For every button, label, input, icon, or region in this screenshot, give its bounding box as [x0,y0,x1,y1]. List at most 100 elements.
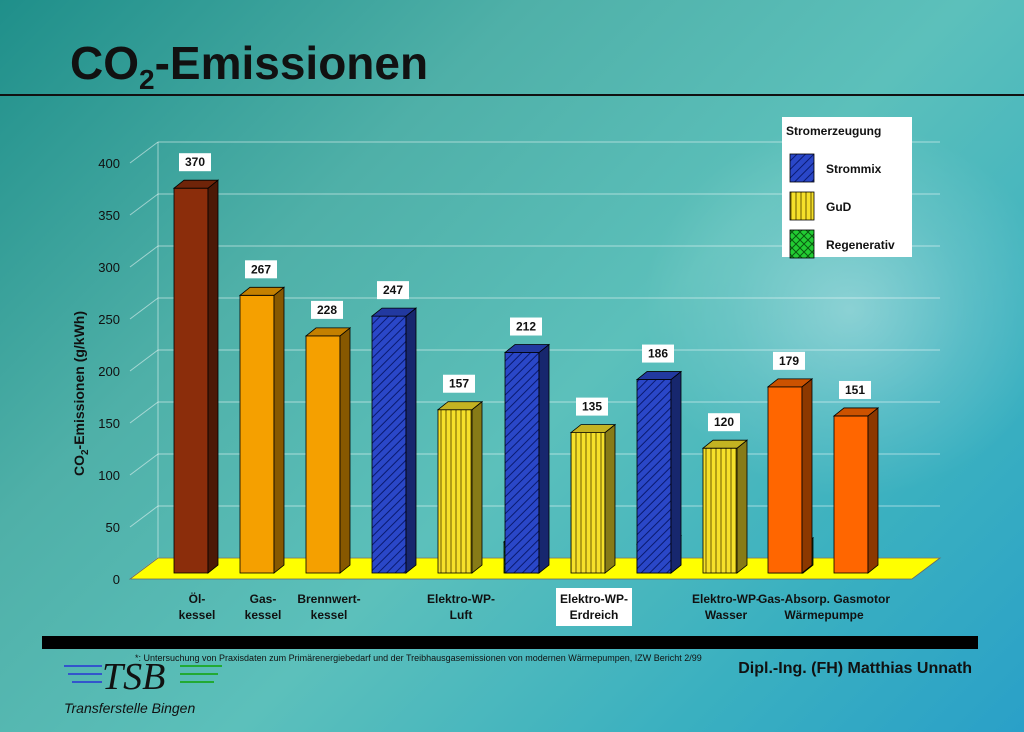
data-label-box [179,153,211,172]
bar [304,327,352,574]
bar-side [670,370,682,574]
bar-front [833,415,869,574]
x-tick-label: Elektro-WP- [427,592,495,606]
bar [238,286,286,574]
data-label-text: 186 [648,347,668,361]
bar-top [766,378,814,388]
grid-line [129,505,159,528]
bar [766,378,814,574]
bar-top [436,401,484,411]
data-label: 247 [377,281,409,300]
data-label: 151 [839,380,871,399]
bar [370,307,418,574]
bar-front [305,335,341,574]
footnote: *: Untersuchung von Praxisdaten zum Prim… [135,653,702,663]
bar-front [702,447,738,574]
grid-line [129,141,159,164]
bar-side [736,439,748,574]
grid-line [129,453,159,476]
bar-top [172,179,220,189]
grid-line [129,401,159,424]
data-label: 228 [311,300,343,319]
legend-label: GuD [826,200,852,214]
bar-side [801,378,813,574]
data-label-text: 151 [845,383,865,397]
data-label: 186 [642,344,674,363]
y-axis-title: CO2-Emissionen (g/kWh) [71,311,91,476]
x-tick-label: Öl- [189,591,206,606]
data-label-box [245,260,277,279]
legend: Stromerzeugung Strommix GuD Regenerativ [782,117,912,259]
data-label: 370 [179,153,211,172]
y-tick-label: 150 [98,416,120,431]
bar [701,439,749,574]
y-tick-label: 300 [98,260,120,275]
bar-side [207,179,219,574]
bar [832,407,880,574]
data-label-box [510,317,542,336]
bar-front [636,379,672,574]
bar-top [238,286,286,296]
tsb-logo: TSB [64,656,222,696]
title-rule [0,94,1024,96]
bar-front [173,187,209,574]
bar-top [832,407,880,417]
data-label-box [377,281,409,300]
x-tick-label: Brennwert- [297,592,360,606]
data-label-text: 120 [714,415,734,429]
bar-side [471,400,483,574]
bar-top [370,307,418,317]
x-tick-label: Gas- [250,592,277,606]
x-tick-label: Elektro-WP- [692,592,760,606]
data-label-text: 179 [779,354,799,368]
grid-line [129,193,159,216]
data-label-text: 267 [251,262,271,276]
x-tick-label: kessel [245,608,282,622]
logo-text: TSB [102,656,165,696]
category-labels: Öl-kesselGas-kesselBrennwert-kesselElekt… [179,588,890,626]
x-category-label: Brennwert-kessel [297,592,360,622]
data-label-box [576,397,608,416]
grid-line [129,245,159,268]
author-name: Dipl.-Ing. (FH) Matthias Unnath [738,660,972,677]
x-tick-label: Wärmepumpe [784,608,864,622]
data-label-text: 157 [449,377,469,391]
y-tick-label: 250 [98,312,120,327]
category-label-box [556,588,632,626]
data-label: 157 [443,374,475,393]
data-label-box [773,351,805,370]
bar-top [701,439,749,449]
legend-swatch [789,191,815,221]
data-label-box [311,300,343,319]
legend-label: Strommix [826,162,882,176]
data-label-text: 247 [383,283,403,297]
bar-front [437,409,473,574]
x-category-label: Gas-kessel [245,592,282,622]
legend-label: Regenerativ [826,238,895,252]
y-tick-label: 400 [98,156,120,171]
legend-item: Strommix [789,153,882,183]
x-tick-label: kessel [179,608,216,622]
data-label-text: 212 [516,320,536,334]
x-category-label: Elektro-WP- Luft [427,592,495,622]
bar-side [867,407,879,574]
bar-side [405,307,417,574]
data-label-text: 135 [582,400,602,414]
y-tick-label: 350 [98,208,120,223]
data-label-text: 228 [317,303,337,317]
data-label-text: 370 [185,155,205,169]
y-tick-label: 200 [98,364,120,379]
y-tick-label: 100 [98,468,120,483]
x-tick-label: Wasser [705,608,748,622]
x-tick-label: Luft [450,608,473,622]
y-axis: 0 50 100 150 200 250 300 350 400 [98,156,120,587]
legend-title: Stromerzeugung [786,124,881,138]
x-category-label: Elektro-WP- Erdreich [556,588,632,626]
bar-front [767,386,803,574]
logo-tagline: Transferstelle Bingen [64,700,196,716]
bars: 370267228247157302121352818612026179151 [172,153,880,574]
x-category-label: Öl-kessel [179,591,216,622]
data-label: 179 [773,351,805,370]
x-tick-label: Gas-Absorp. Gasmotor [758,592,890,606]
